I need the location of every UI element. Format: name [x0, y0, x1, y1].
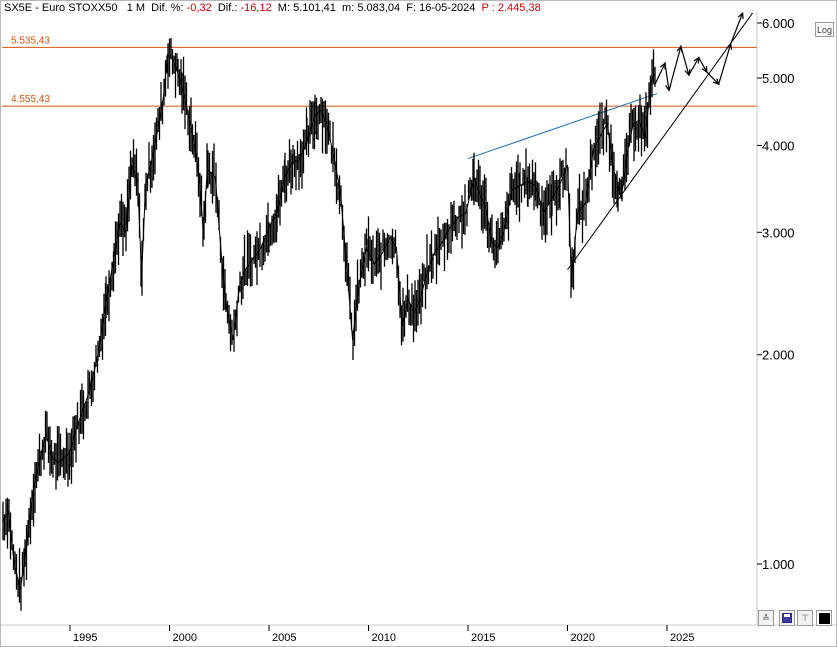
pin-icon: ⊤: [801, 612, 809, 623]
log-scale-toggle[interactable]: Log: [815, 22, 834, 37]
dif-label: Dif.:: [217, 2, 238, 14]
projection-arrowhead: [659, 62, 666, 70]
projection-arrowhead: [676, 45, 683, 53]
y-tick-label: 6.000: [762, 16, 795, 31]
x-tick-label: 2000: [173, 632, 197, 644]
y-tick-label: 1.000: [762, 557, 795, 572]
x-tick-label: 2005: [272, 632, 296, 644]
max-value: 5.101,41: [293, 2, 336, 14]
projection-arrowhead: [701, 66, 708, 74]
save-icon: [782, 613, 792, 623]
max-label: M:: [277, 2, 291, 14]
price-line: [1, 53, 656, 590]
y-tick-label: 5.000: [762, 71, 795, 86]
level-label-1: 5.535,43: [11, 35, 50, 46]
projection-path: [654, 12, 744, 91]
color-button[interactable]: [816, 610, 832, 626]
level-label-2: 4.555,43: [11, 94, 50, 105]
min-value: 5.083,04: [357, 2, 401, 14]
dif-pct-value: -0,32: [186, 2, 212, 14]
price-bars: [2, 38, 656, 611]
y-tick-label: 2.000: [762, 348, 795, 363]
collapse-button[interactable]: ≛: [758, 610, 774, 626]
price-value: 2.445,38: [497, 2, 541, 14]
dif-pct-label: Dif. %:: [151, 2, 184, 14]
dif-value: -16,12: [240, 2, 272, 14]
date-label: F:: [406, 2, 417, 14]
x-tick-label: 1995: [73, 632, 97, 644]
pin-button[interactable]: ⊤: [797, 610, 813, 626]
resistance-trendline: [467, 93, 658, 160]
projection-arrowhead: [712, 78, 720, 86]
projection-arrowhead: [737, 11, 744, 20]
projection-arrowhead: [665, 84, 672, 92]
interval-label: 1 M: [126, 2, 146, 14]
date-value: 16-05-2024: [419, 2, 476, 14]
log-label: Log: [816, 24, 833, 35]
x-tick-label: 2025: [670, 632, 694, 644]
price-label: P :: [481, 2, 495, 14]
symbol-label: SX5E - Euro STOXX50: [4, 2, 118, 14]
min-label: m:: [342, 2, 355, 14]
projection-arrowhead: [684, 68, 691, 77]
y-tick-label: 4.000: [762, 138, 795, 153]
projection-arrowhead: [693, 56, 700, 64]
y-tick-label: 3.000: [762, 225, 795, 240]
save-button[interactable]: [779, 610, 795, 626]
projection-arrowhead: [726, 42, 733, 50]
black-square-icon: [818, 612, 830, 624]
x-tick-label: 2020: [571, 632, 595, 644]
x-tick-label: 2010: [372, 632, 396, 644]
support-trendline: [567, 12, 753, 271]
double-chevron-down-icon: ≛: [762, 612, 770, 623]
x-tick-label: 2015: [471, 632, 495, 644]
quote-header: SX5E - Euro STOXX50 1 M Dif. %: -0,32 Di…: [4, 2, 541, 14]
